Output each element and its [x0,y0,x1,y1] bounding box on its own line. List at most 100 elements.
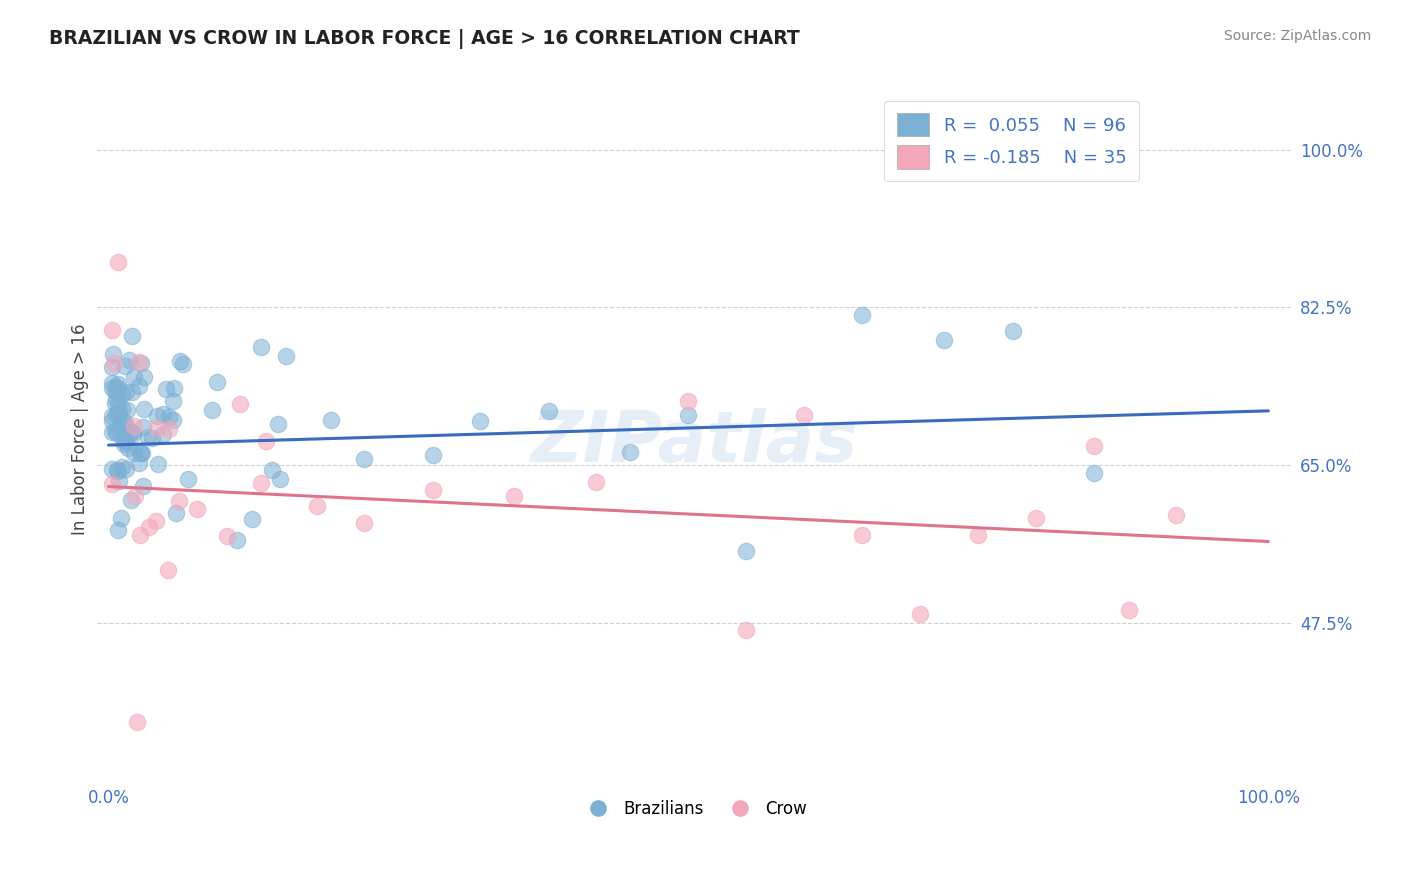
Point [112,436,135,450]
Point [163,381,186,395]
Point [1083,439,1105,453]
Point [114,418,136,433]
Point [851,308,873,322]
Point [422,483,444,497]
Point [115,403,138,417]
Point [226,533,249,548]
Text: ZIPatlas: ZIPatlas [530,409,858,477]
Point [104,392,127,407]
Point [735,623,758,637]
Point [115,384,138,399]
Point [105,426,128,441]
Point [157,410,180,425]
Point [145,409,167,424]
Point [145,421,167,435]
Point [169,354,191,368]
Point [128,456,150,470]
Point [101,323,124,337]
Point [165,507,187,521]
Point [585,475,607,489]
Point [678,409,700,423]
Point [162,413,184,427]
Point [201,403,224,417]
Point [101,462,124,476]
Point [538,404,561,418]
Point [129,445,152,459]
Point [1025,510,1047,524]
Point [1083,466,1105,480]
Point [108,418,131,433]
Point [678,394,700,409]
Point [138,520,160,534]
Text: Source: ZipAtlas.com: Source: ZipAtlas.com [1223,29,1371,43]
Point [111,387,134,401]
Point [1118,603,1140,617]
Point [468,414,491,428]
Point [134,401,156,416]
Point [155,382,177,396]
Point [122,419,145,434]
Point [157,422,180,436]
Point [118,353,141,368]
Point [353,516,375,530]
Point [242,512,264,526]
Point [117,441,139,455]
Point [353,452,375,467]
Point [910,607,932,621]
Point [128,355,150,369]
Point [1164,508,1187,522]
Point [1002,324,1025,338]
Point [114,424,136,438]
Point [107,255,129,269]
Point [108,406,131,420]
Point [103,347,125,361]
Point [172,358,194,372]
Point [124,490,146,504]
Point [177,472,200,486]
Point [107,381,129,395]
Point [101,425,124,439]
Point [105,463,128,477]
Point [107,464,129,478]
Point [110,417,132,432]
Point [128,528,150,542]
Point [260,463,283,477]
Point [115,434,138,449]
Point [122,427,145,442]
Point [128,379,150,393]
Point [101,414,124,428]
Point [105,407,128,421]
Point [110,460,132,475]
Point [111,433,134,447]
Point [101,477,124,491]
Point [107,407,129,421]
Point [267,417,290,432]
Point [101,359,124,374]
Point [136,430,159,444]
Point [134,370,156,384]
Y-axis label: In Labor Force | Age > 16: In Labor Force | Age > 16 [72,323,89,534]
Point [101,409,124,423]
Point [307,499,329,513]
Point [129,446,152,460]
Point [131,479,153,493]
Point [104,396,127,410]
Text: BRAZILIAN VS CROW IN LABOR FORCE | AGE > 16 CORRELATION CHART: BRAZILIAN VS CROW IN LABOR FORCE | AGE >… [49,29,800,48]
Point [124,446,146,460]
Point [169,493,191,508]
Point [274,349,297,363]
Point [104,380,127,394]
Point [152,407,174,421]
Point [104,384,127,398]
Point [104,424,127,438]
Point [110,511,132,525]
Point [256,434,278,448]
Point [735,544,758,558]
Point [793,408,815,422]
Point [162,393,184,408]
Point [186,502,208,516]
Point [229,397,252,411]
Point [129,355,152,369]
Point [619,444,641,458]
Point [157,563,180,577]
